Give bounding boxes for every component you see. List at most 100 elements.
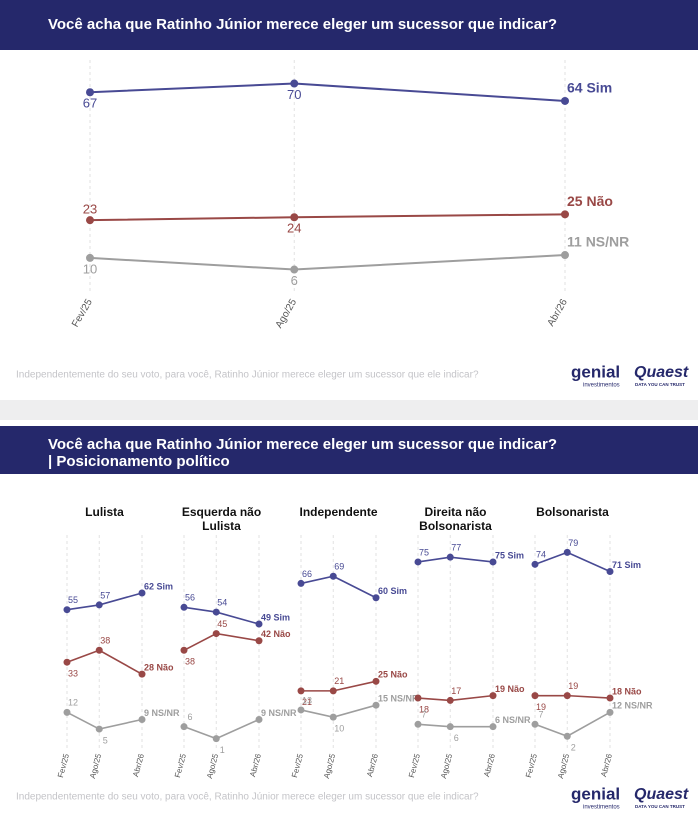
- brand-sub: DATA YOU CAN TRUST: [635, 804, 685, 809]
- data-point: [531, 560, 539, 568]
- value-label: 5: [103, 735, 108, 745]
- value-label: 7: [421, 710, 426, 720]
- data-point: [414, 558, 422, 566]
- footnote: Independentemente do seu voto, para você…: [16, 792, 479, 803]
- value-label: 66: [302, 569, 312, 579]
- x-tick-label: Ago/25: [439, 752, 454, 779]
- x-tick-label: Ago/25: [274, 297, 300, 330]
- brand-sub: investimentos: [583, 805, 620, 811]
- brand-logo: Quaest: [634, 364, 689, 381]
- series-line: [417, 694, 494, 702]
- data-point: [606, 567, 614, 575]
- data-point: [489, 723, 497, 731]
- value-label: 11 NS/NR: [567, 234, 629, 250]
- x-tick-label: Ago/25: [322, 752, 337, 779]
- data-point: [212, 630, 220, 638]
- data-point: [372, 677, 380, 685]
- data-point: [606, 708, 614, 716]
- value-label: 75 Sim: [495, 550, 524, 560]
- data-point: [372, 701, 380, 709]
- data-point: [86, 216, 94, 225]
- data-point: [489, 692, 497, 700]
- value-label: 42 Não: [261, 629, 291, 639]
- x-tick-label: Fev/25: [173, 752, 188, 778]
- value-label: 6: [291, 273, 298, 288]
- value-label: 19 Não: [495, 684, 525, 694]
- data-point: [489, 558, 497, 566]
- chart-title: Você acha que Ratinho Júnior merece eleg…: [0, 426, 698, 474]
- data-point: [531, 720, 539, 728]
- series-line: [183, 718, 260, 740]
- data-point: [372, 594, 380, 602]
- data-point: [255, 620, 263, 628]
- data-point: [329, 687, 337, 695]
- value-label: 70: [287, 87, 301, 102]
- value-label: 15 NS/NR: [378, 694, 419, 704]
- brand-logo: genial: [571, 362, 620, 381]
- value-label: 33: [68, 669, 78, 679]
- data-point: [180, 723, 188, 731]
- value-label: 9 NS/NR: [144, 708, 180, 718]
- data-point: [563, 548, 571, 556]
- data-point: [561, 251, 569, 260]
- data-point: [329, 572, 337, 580]
- value-label: 56: [185, 593, 195, 603]
- series-line: [417, 723, 493, 728]
- value-label: 23: [83, 202, 97, 217]
- x-tick-label: Fev/25: [524, 752, 539, 778]
- x-tick-label: Ago/25: [556, 752, 571, 779]
- data-point: [561, 210, 569, 219]
- value-label: 9 NS/NR: [261, 708, 297, 718]
- value-label: 17: [451, 686, 461, 696]
- series-line: [417, 556, 494, 563]
- series-line: [183, 632, 260, 651]
- series-line: [66, 711, 143, 730]
- data-point: [255, 637, 263, 645]
- value-label: 6: [454, 733, 459, 743]
- brand-logo: genial: [571, 784, 620, 803]
- x-tick-label: Ago/25: [88, 752, 103, 779]
- panel-title: Independente: [299, 505, 378, 519]
- value-label: 1: [220, 745, 225, 755]
- panel-title: Bolsonarista: [536, 505, 609, 519]
- data-point: [180, 603, 188, 611]
- value-label: 54: [217, 597, 227, 607]
- series-line: [89, 82, 566, 102]
- value-label: 28 Não: [144, 663, 174, 673]
- value-label: 77: [451, 543, 461, 553]
- value-label: 57: [100, 590, 110, 600]
- data-point: [414, 720, 422, 728]
- series-line: [66, 649, 143, 675]
- value-label: 12: [68, 698, 78, 708]
- data-point: [290, 265, 299, 274]
- value-label: 67: [83, 96, 97, 111]
- value-label: 21: [302, 697, 312, 707]
- series-line: [89, 213, 566, 222]
- panel-title: Lulista: [85, 505, 124, 519]
- data-point: [63, 606, 71, 614]
- value-label: 21: [334, 676, 344, 686]
- x-tick-label: Ago/25: [205, 752, 220, 779]
- data-point: [329, 713, 337, 721]
- data-point: [63, 658, 71, 666]
- value-label: 25 Não: [567, 193, 613, 209]
- value-label: 2: [571, 743, 576, 753]
- value-label: 7: [538, 710, 543, 720]
- value-label: 10: [83, 261, 97, 276]
- data-point: [95, 601, 103, 609]
- value-label: 71 Sim: [612, 560, 641, 570]
- value-label: 79: [568, 538, 578, 548]
- data-point: [563, 732, 571, 740]
- data-point: [63, 708, 71, 716]
- data-point: [180, 646, 188, 654]
- value-label: 6: [187, 712, 192, 722]
- value-label: 19: [536, 702, 546, 712]
- x-tick-label: Abr/26: [599, 752, 614, 778]
- data-point: [86, 253, 94, 262]
- separator: [0, 400, 698, 420]
- data-point: [290, 79, 299, 88]
- x-tick-label: Fev/25: [290, 752, 305, 778]
- data-point: [446, 553, 454, 561]
